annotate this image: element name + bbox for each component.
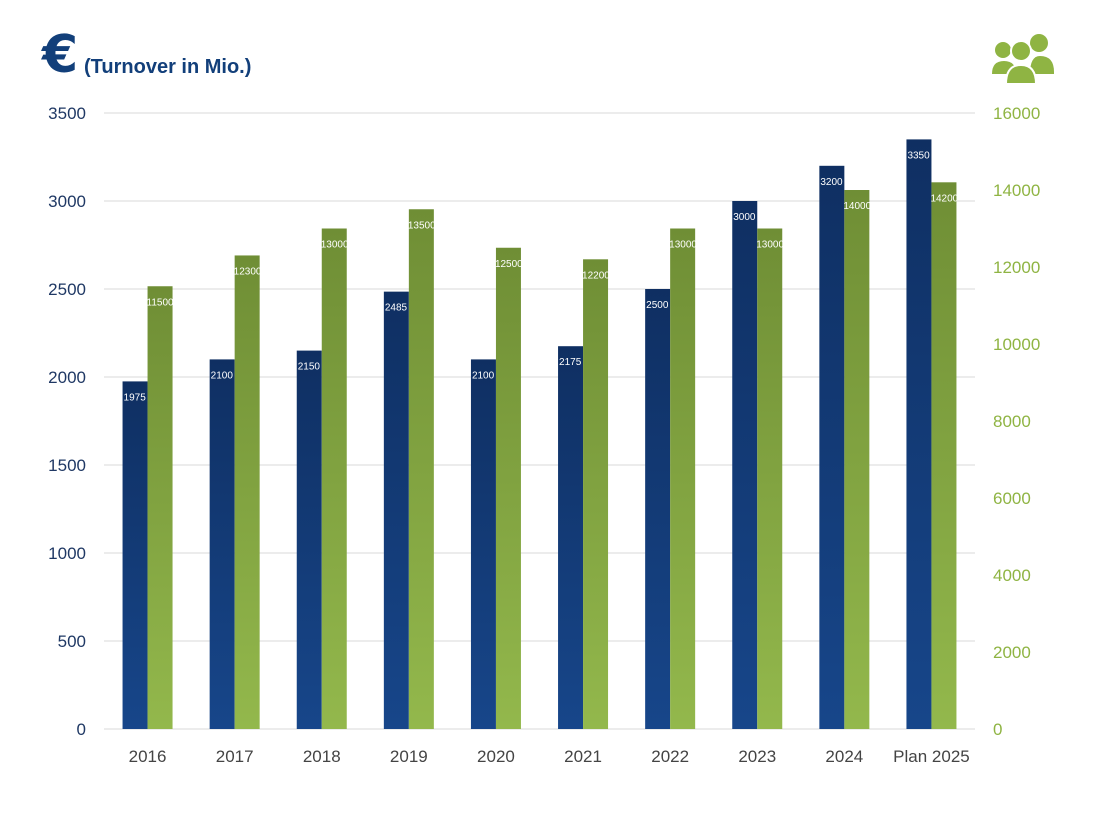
chart-title: (Turnover in Mio.) xyxy=(84,56,251,78)
left-axis: 0 500 1000 1500 2000 2500 3000 3500 xyxy=(48,104,86,739)
turnover-data-label: 3000 xyxy=(733,212,756,223)
turnover-bar xyxy=(296,350,322,729)
category-label: 2016 xyxy=(129,747,167,766)
employees-data-label: 12300 xyxy=(234,266,262,277)
category-label: 2024 xyxy=(825,747,863,766)
category-label: 2022 xyxy=(651,747,689,766)
left-tick-label: 2500 xyxy=(48,280,86,299)
category-axis: 2016 2017 2018 2019 2020 2021 2022 2023 2024 Plan… xyxy=(129,747,970,766)
employees-bar xyxy=(234,255,260,729)
left-tick-label: 500 xyxy=(58,632,86,651)
employees-data-label: 12200 xyxy=(582,270,610,281)
employees-data-label: 13000 xyxy=(669,240,697,251)
left-tick-label: 1000 xyxy=(48,544,86,563)
turnover-data-label: 2175 xyxy=(559,357,582,368)
employees-data-label: 14200 xyxy=(930,193,958,204)
turnover-bar xyxy=(645,289,671,729)
right-tick-label: 14000 xyxy=(993,181,1040,200)
data-labels: 1975 11500 2100 12300 2150 13000 2485 13500 2100… xyxy=(124,150,959,403)
turnover-bar xyxy=(383,291,409,729)
category-label: 2023 xyxy=(738,747,776,766)
bars xyxy=(122,139,957,730)
employees-bar xyxy=(844,190,870,729)
turnover-bar xyxy=(122,381,148,729)
turnover-bar xyxy=(209,359,235,729)
left-tick-label: 0 xyxy=(77,720,86,739)
turnover-bar xyxy=(732,201,758,729)
turnover-data-label: 1975 xyxy=(124,392,147,403)
right-tick-label: 10000 xyxy=(993,335,1040,354)
employees-data-label: 13500 xyxy=(408,220,436,231)
right-tick-label: 4000 xyxy=(993,566,1031,585)
left-tick-label: 3000 xyxy=(48,192,86,211)
category-label: 2017 xyxy=(216,747,254,766)
right-tick-label: 0 xyxy=(993,720,1002,739)
employees-bar xyxy=(495,247,521,729)
employees-bar xyxy=(147,286,173,729)
turnover-data-label: 2100 xyxy=(472,370,495,381)
employees-bar xyxy=(670,228,696,729)
people-group-icon xyxy=(992,34,1054,85)
turnover-bar xyxy=(906,139,932,729)
right-tick-label: 6000 xyxy=(993,489,1031,508)
turnover-data-label: 3200 xyxy=(820,177,843,188)
category-label: 2019 xyxy=(390,747,428,766)
employees-data-label: 13000 xyxy=(756,240,784,251)
turnover-data-label: 2100 xyxy=(211,370,234,381)
employees-bar xyxy=(408,209,434,729)
employees-data-label: 13000 xyxy=(321,240,349,251)
employees-bar xyxy=(583,259,609,729)
right-tick-label: 12000 xyxy=(993,258,1040,277)
left-tick-label: 3500 xyxy=(48,104,86,123)
category-label: 2021 xyxy=(564,747,602,766)
employees-data-label: 11500 xyxy=(147,297,175,308)
turnover-bar xyxy=(819,165,845,730)
right-tick-label: 16000 xyxy=(993,104,1040,123)
employees-data-label: 14000 xyxy=(843,201,871,212)
employees-bar xyxy=(931,182,957,730)
left-tick-label: 1500 xyxy=(48,456,86,475)
category-label: 2018 xyxy=(303,747,341,766)
turnover-data-label: 2500 xyxy=(646,300,669,311)
employees-bar xyxy=(757,228,783,729)
category-label: Plan 2025 xyxy=(893,747,970,766)
euro-icon: € xyxy=(41,25,78,85)
right-tick-label: 8000 xyxy=(993,412,1031,431)
category-label: 2020 xyxy=(477,747,515,766)
turnover-bar xyxy=(470,359,496,729)
turnover-data-label: 2485 xyxy=(385,303,408,314)
left-tick-label: 2000 xyxy=(48,368,86,387)
employees-data-label: 12500 xyxy=(495,259,523,270)
turnover-bar xyxy=(558,346,584,729)
turnover-data-label: 3350 xyxy=(907,150,930,161)
right-axis: 0 2000 4000 6000 8000 10000 12000 14000 16000 xyxy=(993,104,1040,739)
right-tick-label: 2000 xyxy=(993,643,1031,662)
turnover-data-label: 2150 xyxy=(298,362,321,373)
employees-bar xyxy=(321,228,347,729)
